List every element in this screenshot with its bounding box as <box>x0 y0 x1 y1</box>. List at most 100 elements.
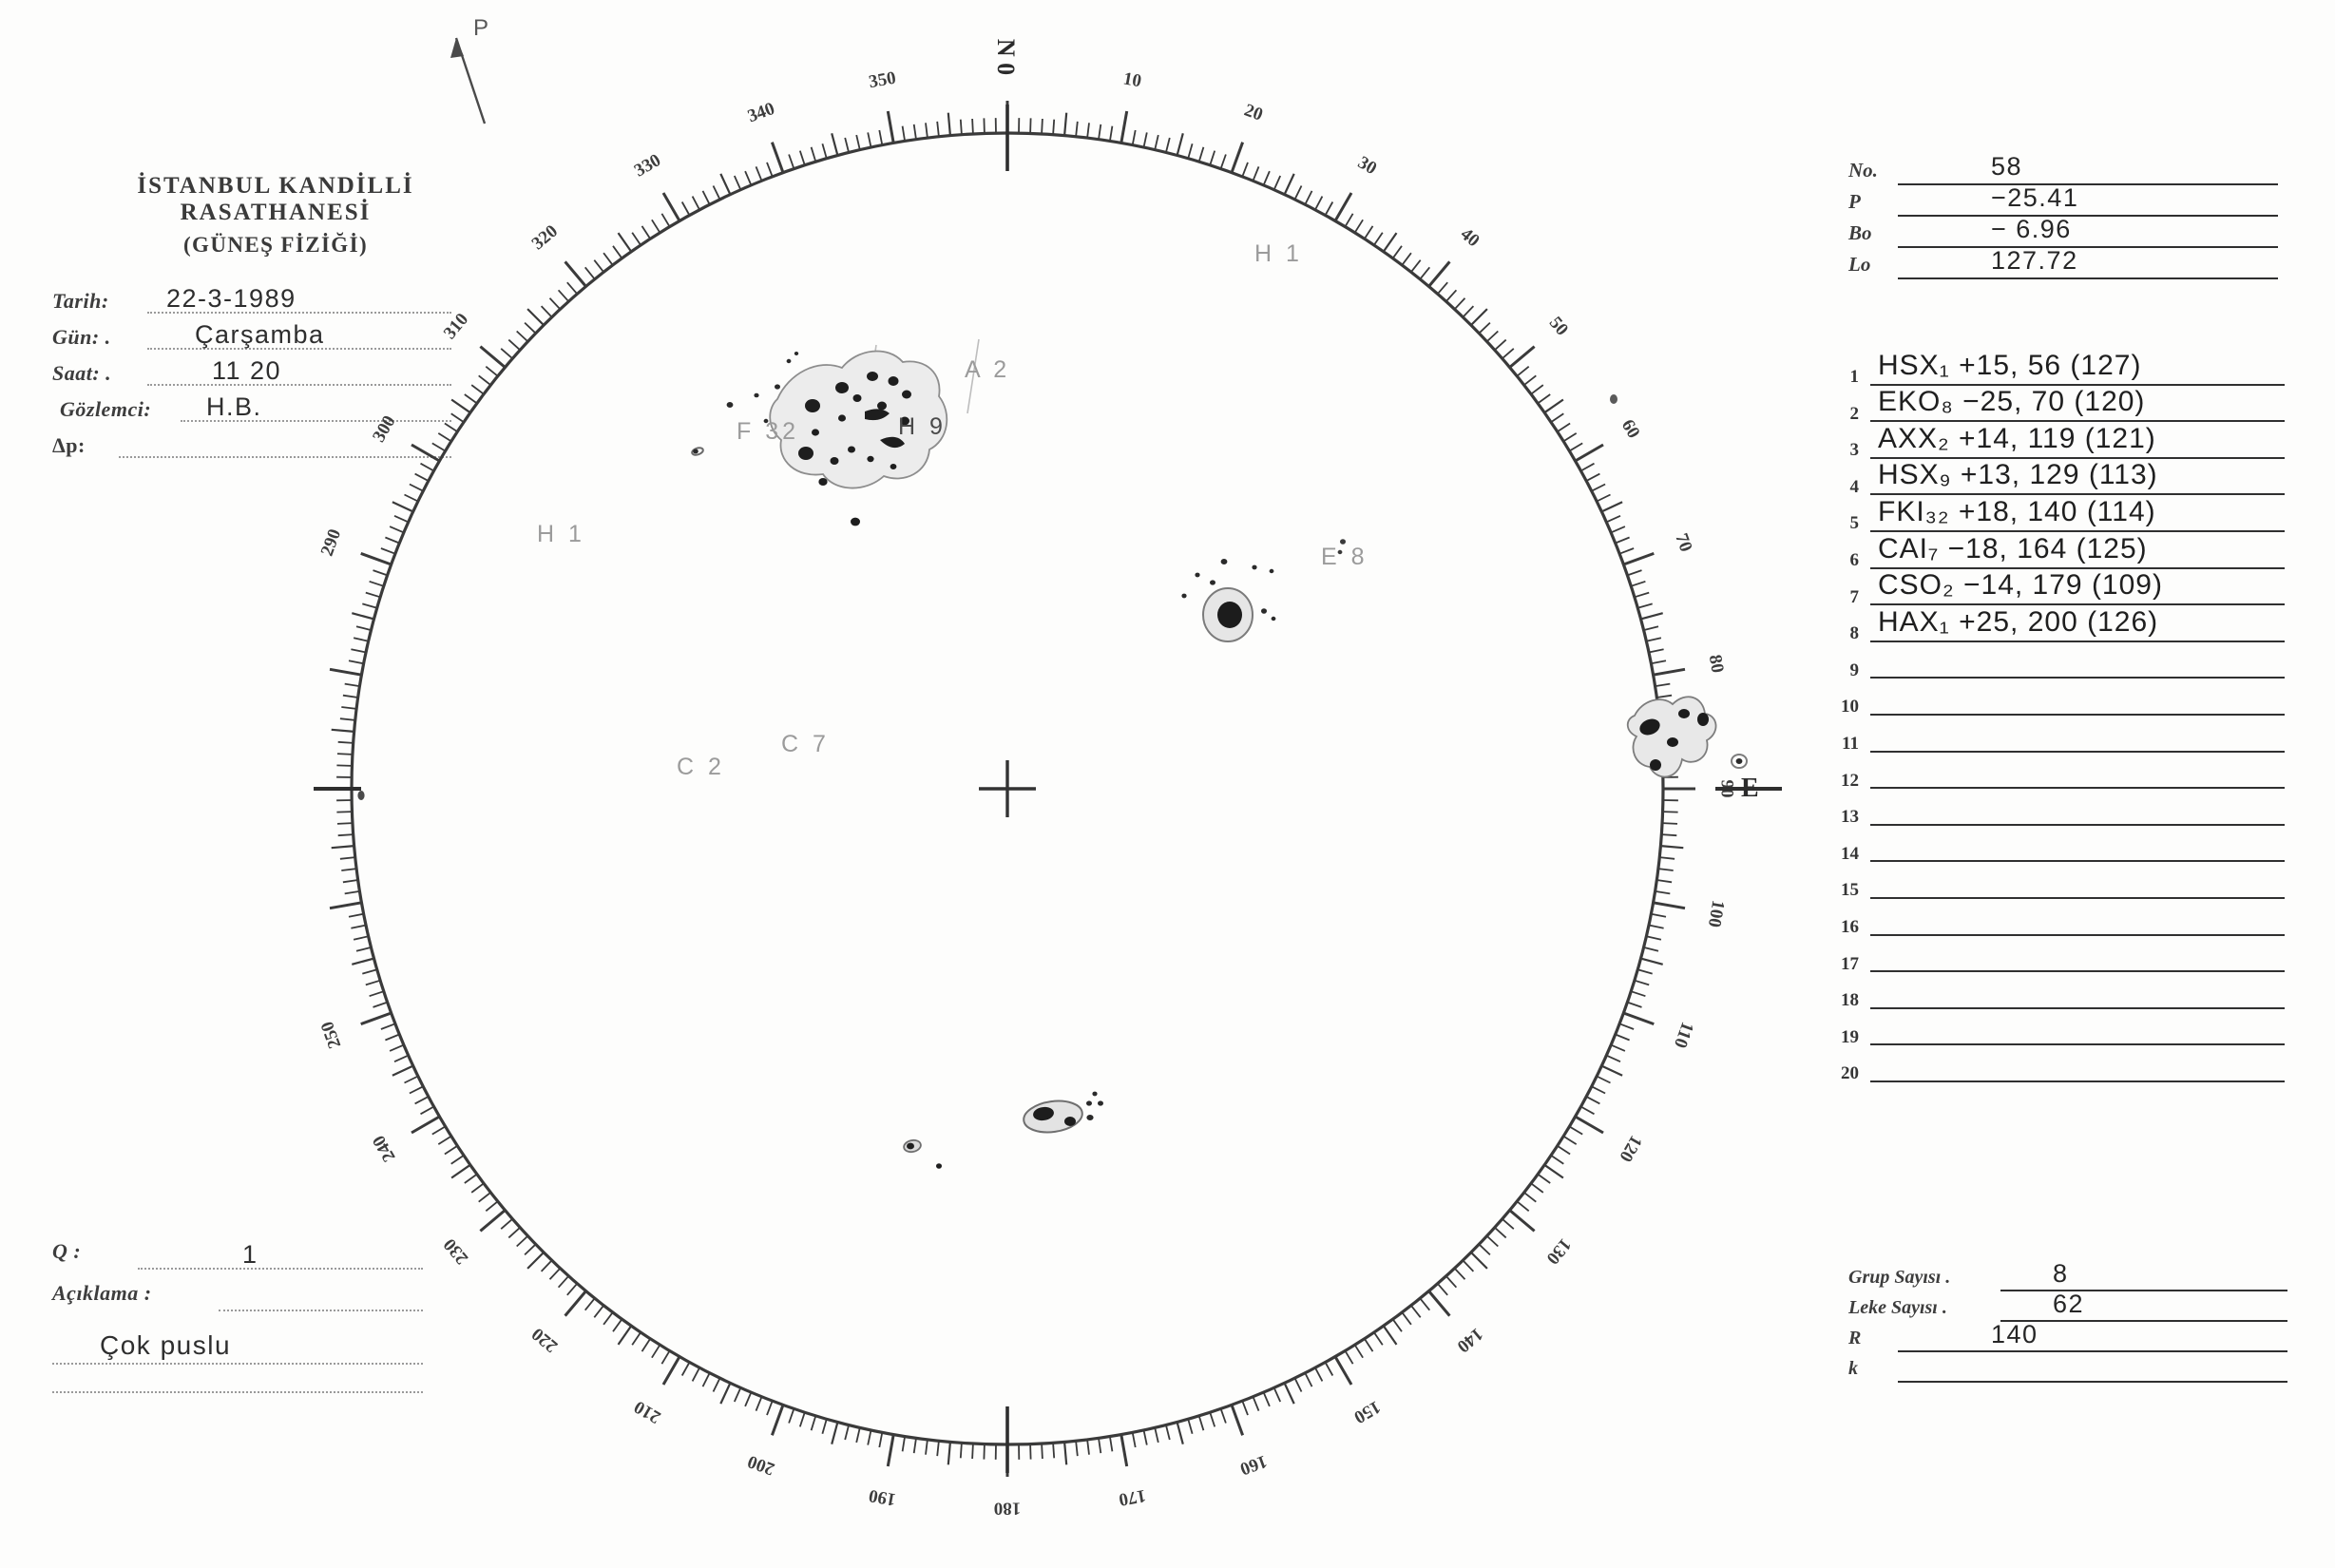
degree-tick <box>1537 393 1551 405</box>
header-row-no[interactable]: No. 58 <box>1848 152 2286 188</box>
group-row-12[interactable]: 12 <box>1834 757 2290 794</box>
degree-tick <box>691 1367 700 1382</box>
group-index: 17 <box>1841 953 1859 974</box>
degree-tick <box>1568 442 1583 452</box>
group-row-2[interactable]: 2 EKO₈ −25, 70 (120) <box>1834 386 2290 428</box>
group-index: 14 <box>1841 843 1859 864</box>
degree-tick <box>1437 281 1448 295</box>
field-observer[interactable]: Gözlemci: H.B. <box>52 392 451 430</box>
degree-label: 230 <box>440 1234 472 1268</box>
group-row-15[interactable]: 15 <box>1834 867 2290 904</box>
degree-tick <box>380 547 396 555</box>
degree-tick <box>437 432 452 443</box>
degree-tick <box>1574 443 1604 463</box>
group-row-16[interactable]: 16 <box>1834 904 2290 941</box>
header-rule <box>1898 215 2278 217</box>
degree-tick <box>331 728 354 733</box>
degree-tick <box>651 219 661 234</box>
degree-tick <box>1622 1011 1655 1026</box>
group-row-19[interactable]: 19 <box>1834 1014 2290 1051</box>
group-row-18[interactable]: 18 <box>1834 977 2290 1014</box>
degree-tick <box>1653 901 1686 910</box>
group-row-1[interactable]: 1 HSX₁ +15, 56 (127) <box>1834 350 2290 391</box>
group-row-9[interactable]: 9 <box>1834 647 2290 684</box>
group-entry: HSX₁ +15, 56 (127) <box>1878 349 2142 381</box>
field-note-label[interactable]: Açıklama : <box>52 1277 423 1319</box>
group-index: 6 <box>1849 549 1860 570</box>
group-row-8[interactable]: 8 HAX₁ +25, 200 (126) <box>1834 606 2290 647</box>
degree-tick <box>1550 412 1564 423</box>
degree-label: 100 <box>1704 899 1729 929</box>
degree-tick <box>329 901 362 910</box>
group-entry: CAI₇ −18, 164 (125) <box>1878 532 2148 564</box>
field-time[interactable]: Saat: . 11 20 <box>52 356 451 393</box>
group-row-6[interactable]: 6 CAI₇ −18, 164 (125) <box>1834 533 2290 574</box>
group-row-4[interactable]: 4 HSX₉ +13, 129 (113) <box>1834 459 2290 501</box>
q-label: Q : <box>52 1239 82 1263</box>
degree-tick <box>1630 990 1646 998</box>
degree-tick <box>1401 252 1412 266</box>
degree-tick <box>1086 1439 1090 1455</box>
degree-tick <box>1304 190 1313 205</box>
degree-tick <box>1637 602 1653 609</box>
group-row-5[interactable]: 5 FKI₃₂ +18, 140 (114) <box>1834 496 2290 537</box>
degree-tick <box>342 879 358 884</box>
degree-tick <box>470 384 485 395</box>
summary-row[interactable]: R 140 <box>1848 1320 2295 1355</box>
header-row-p[interactable]: P −25.41 <box>1848 183 2286 220</box>
degree-tick <box>353 637 369 642</box>
degree-label: 300 <box>369 412 399 446</box>
time-dotted-rule <box>147 383 451 386</box>
field-q[interactable]: Q : 1 <box>52 1235 423 1277</box>
summary-row[interactable]: Grup Sayısı . 8 <box>1848 1259 2295 1294</box>
group-index: 7 <box>1849 586 1860 607</box>
degree-tick <box>617 232 633 253</box>
group-row-13[interactable]: 13 <box>1834 794 2290 831</box>
observer-label: Gözlemci: <box>60 397 152 421</box>
time-label: Saat: . <box>52 361 112 385</box>
group-row-11[interactable]: 11 <box>1834 720 2290 757</box>
degree-tick <box>1637 968 1653 975</box>
header-row-lo[interactable]: Lo 127.72 <box>1848 246 2286 282</box>
group-row-14[interactable]: 14 <box>1834 831 2290 868</box>
group-row-3[interactable]: 3 AXX₂ +14, 119 (121) <box>1834 423 2290 464</box>
field-delta-p[interactable]: Δp: <box>52 430 451 466</box>
degree-tick <box>516 1234 529 1248</box>
degree-tick <box>810 1415 817 1431</box>
degree-tick <box>341 706 357 710</box>
degree-tick <box>1605 514 1621 524</box>
header-label: P <box>1848 190 1861 213</box>
field-date[interactable]: Tarih: 22-3-1989 <box>52 284 451 321</box>
sunspot-group-H9 <box>1181 559 1276 642</box>
degree-tick <box>464 393 478 405</box>
summary-row[interactable]: Leke Sayısı . 62 <box>1848 1290 2295 1325</box>
degree-tick <box>901 125 906 142</box>
degree-tick <box>1610 526 1626 534</box>
degree-tick <box>485 365 499 377</box>
note-extra-dotted-rule <box>52 1390 423 1393</box>
degree-tick <box>1142 1429 1148 1445</box>
group-index: 15 <box>1841 880 1859 901</box>
degree-tick <box>612 1318 623 1332</box>
degree-tick <box>566 1283 578 1296</box>
degree-tick <box>1187 1419 1194 1434</box>
field-note-value[interactable]: Çok puslu <box>52 1319 423 1370</box>
degree-label: 30 <box>1354 152 1380 179</box>
degree-tick <box>404 493 419 503</box>
group-row-20[interactable]: 20 <box>1834 1050 2290 1087</box>
group-row-17[interactable]: 17 <box>1834 941 2290 978</box>
summary-row[interactable]: k <box>1848 1355 2295 1386</box>
header-row-bo[interactable]: Bo − 6.96 <box>1848 215 2286 251</box>
field-day[interactable]: Gün: . Çarşamba <box>52 320 451 357</box>
degree-tick <box>336 822 353 825</box>
group-index: 9 <box>1849 660 1860 680</box>
degree-tick <box>1427 1290 1451 1317</box>
note-extra-line[interactable] <box>52 1370 423 1399</box>
degree-tick <box>1502 1218 1515 1230</box>
group-row-7[interactable]: 7 CSO₂ −14, 179 (109) <box>1834 569 2290 611</box>
degree-tick <box>516 330 529 343</box>
degree-tick <box>1437 1283 1448 1296</box>
degree-tick <box>1382 1325 1398 1346</box>
group-row-10[interactable]: 10 <box>1834 683 2290 720</box>
degree-tick <box>766 1400 774 1416</box>
